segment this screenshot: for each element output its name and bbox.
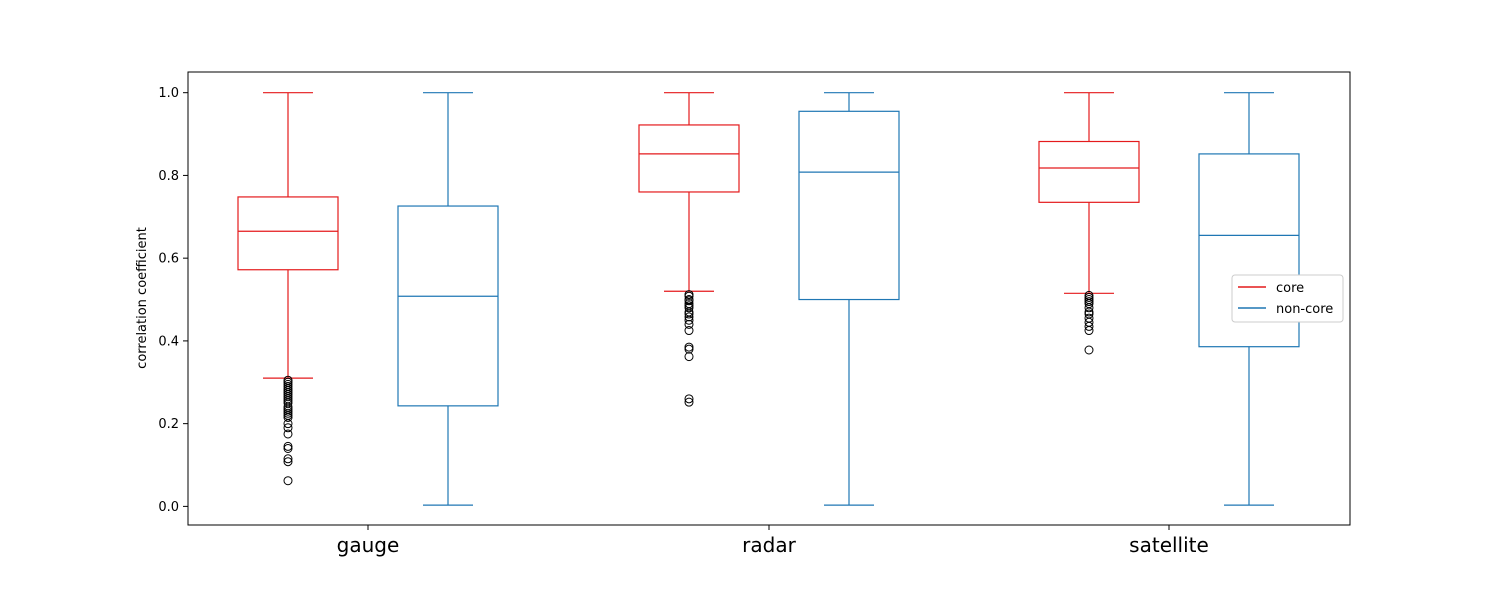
box-non-core-radar: [798, 92, 900, 506]
x-tick-label-satellite: satellite: [1129, 533, 1209, 557]
outlier-point: [684, 344, 694, 354]
x-axis: gauge radar satellite: [337, 525, 1209, 557]
outlier-point: [1084, 345, 1094, 355]
outlier-point: [283, 457, 293, 467]
box-iqr: [237, 196, 339, 271]
outlier-point: [283, 408, 293, 418]
outlier-point: [1084, 292, 1094, 302]
outlier-point: [1084, 321, 1094, 331]
box-non-core-gauge: [397, 92, 499, 506]
box-core-satellite: [1038, 92, 1140, 355]
box-iqr: [798, 110, 900, 301]
series-non-core: [397, 92, 1300, 506]
box-iqr: [397, 205, 499, 407]
plot-frame: [187, 71, 1351, 526]
outlier-point: [684, 394, 694, 404]
series-core: [237, 92, 1140, 486]
outlier-point: [684, 309, 694, 319]
y-tick-label: 0.6: [158, 252, 179, 267]
y-tick-label: 0.0: [158, 500, 179, 515]
legend-label-non-core: non-core: [1276, 302, 1333, 317]
y-tick-label: 1.0: [158, 86, 179, 101]
outlier-point: [684, 291, 694, 301]
box-series: [237, 92, 1300, 506]
outlier-point: [684, 312, 694, 322]
y-tick-label: 0.8: [158, 169, 179, 184]
outlier-point: [283, 476, 293, 486]
outlier-point: [1084, 326, 1094, 336]
outlier-point: [283, 392, 293, 402]
outlier-point: [684, 296, 694, 306]
outlier-point: [684, 352, 694, 362]
x-tick-label-gauge: gauge: [337, 533, 400, 557]
outlier-point: [684, 315, 694, 325]
outlier-point: [283, 429, 293, 439]
legend-label-core: core: [1276, 281, 1304, 296]
box-iqr: [638, 124, 740, 193]
x-tick-label-radar: radar: [742, 533, 796, 557]
outlier-point: [283, 454, 293, 464]
outlier-point: [283, 406, 293, 416]
outlier-point: [283, 443, 293, 453]
box-non-core-satellite: [1198, 92, 1300, 506]
y-tick-label: 0.2: [158, 417, 179, 432]
outlier-point: [283, 441, 293, 451]
outlier-point: [283, 412, 293, 422]
outlier-point: [684, 303, 694, 313]
outlier-point: [283, 423, 293, 433]
outlier-point: [283, 419, 293, 429]
y-tick-label: 0.4: [158, 334, 179, 349]
box-core-radar: [638, 92, 740, 407]
outlier-point: [1084, 307, 1094, 317]
y-axis-label: correlation coefficient: [135, 227, 150, 369]
outlier-point: [684, 397, 694, 407]
y-axis: 0.0 0.2 0.4 0.6 0.8 1.0: [158, 86, 188, 515]
outlier-point: [684, 319, 694, 329]
outlier-point: [1084, 303, 1094, 313]
outlier-point: [1084, 297, 1094, 307]
outlier-point: [684, 326, 694, 336]
box-iqr: [1038, 140, 1140, 203]
box-core-gauge: [237, 92, 339, 486]
legend: core non-core: [1231, 274, 1344, 323]
outlier-point: [684, 342, 694, 352]
